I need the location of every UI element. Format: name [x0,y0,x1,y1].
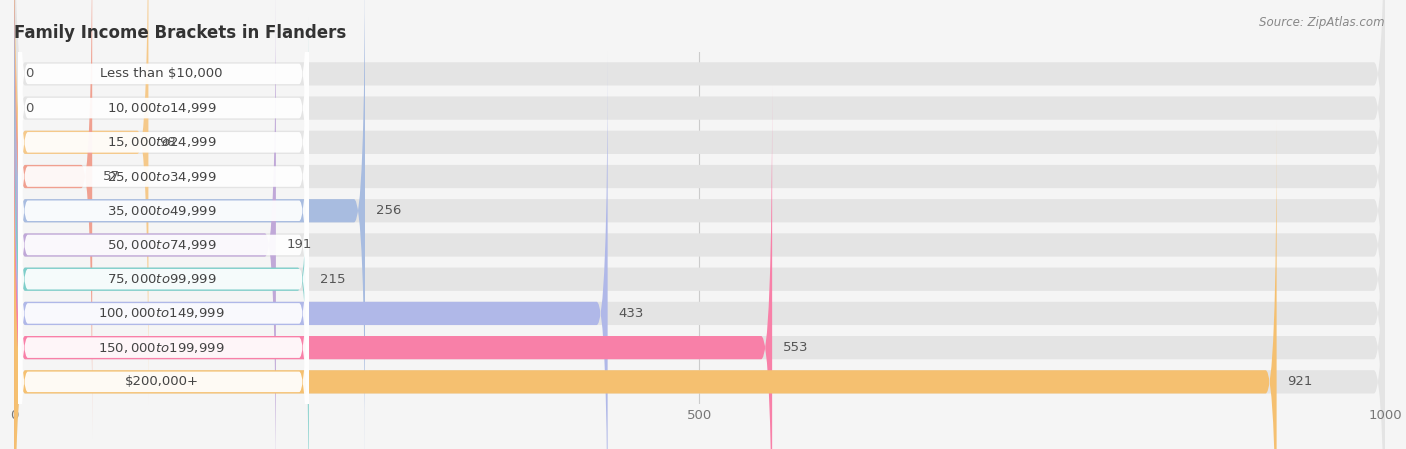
Text: 256: 256 [375,204,401,217]
Text: Source: ZipAtlas.com: Source: ZipAtlas.com [1260,16,1385,29]
Text: $15,000 to $24,999: $15,000 to $24,999 [107,135,217,150]
Text: $150,000 to $199,999: $150,000 to $199,999 [98,341,225,355]
FancyBboxPatch shape [14,0,366,449]
Text: $35,000 to $49,999: $35,000 to $49,999 [107,204,217,218]
FancyBboxPatch shape [14,120,1385,449]
Text: 0: 0 [25,67,34,80]
Text: 191: 191 [287,238,312,251]
FancyBboxPatch shape [14,0,1385,405]
Text: Family Income Brackets in Flanders: Family Income Brackets in Flanders [14,24,346,42]
Text: $10,000 to $14,999: $10,000 to $14,999 [107,101,217,115]
FancyBboxPatch shape [14,0,1385,336]
Text: 215: 215 [319,273,346,286]
FancyBboxPatch shape [14,85,1385,449]
Text: $25,000 to $34,999: $25,000 to $34,999 [107,170,217,184]
FancyBboxPatch shape [14,17,1385,449]
FancyBboxPatch shape [18,0,309,406]
Text: $50,000 to $74,999: $50,000 to $74,999 [107,238,217,252]
FancyBboxPatch shape [14,0,149,405]
FancyBboxPatch shape [14,120,1277,449]
FancyBboxPatch shape [14,0,1385,449]
FancyBboxPatch shape [14,0,276,449]
FancyBboxPatch shape [18,84,309,449]
FancyBboxPatch shape [14,85,772,449]
Text: 553: 553 [783,341,808,354]
FancyBboxPatch shape [14,0,1385,370]
FancyBboxPatch shape [18,0,309,303]
FancyBboxPatch shape [14,51,1385,449]
FancyBboxPatch shape [18,0,309,337]
FancyBboxPatch shape [14,0,93,439]
Text: 0: 0 [25,101,34,114]
FancyBboxPatch shape [14,0,1385,449]
Text: Less than $10,000: Less than $10,000 [100,67,222,80]
FancyBboxPatch shape [18,0,309,440]
Text: $75,000 to $99,999: $75,000 to $99,999 [107,272,217,286]
Text: 98: 98 [159,136,176,149]
FancyBboxPatch shape [14,17,309,449]
FancyBboxPatch shape [18,16,309,449]
FancyBboxPatch shape [18,119,309,449]
FancyBboxPatch shape [14,0,1385,439]
Text: 57: 57 [103,170,120,183]
FancyBboxPatch shape [18,50,309,449]
Text: $200,000+: $200,000+ [124,375,198,388]
FancyBboxPatch shape [18,0,309,372]
Text: 921: 921 [1288,375,1313,388]
Text: 433: 433 [619,307,644,320]
FancyBboxPatch shape [14,51,607,449]
FancyBboxPatch shape [18,153,309,449]
Text: $100,000 to $149,999: $100,000 to $149,999 [98,306,225,321]
